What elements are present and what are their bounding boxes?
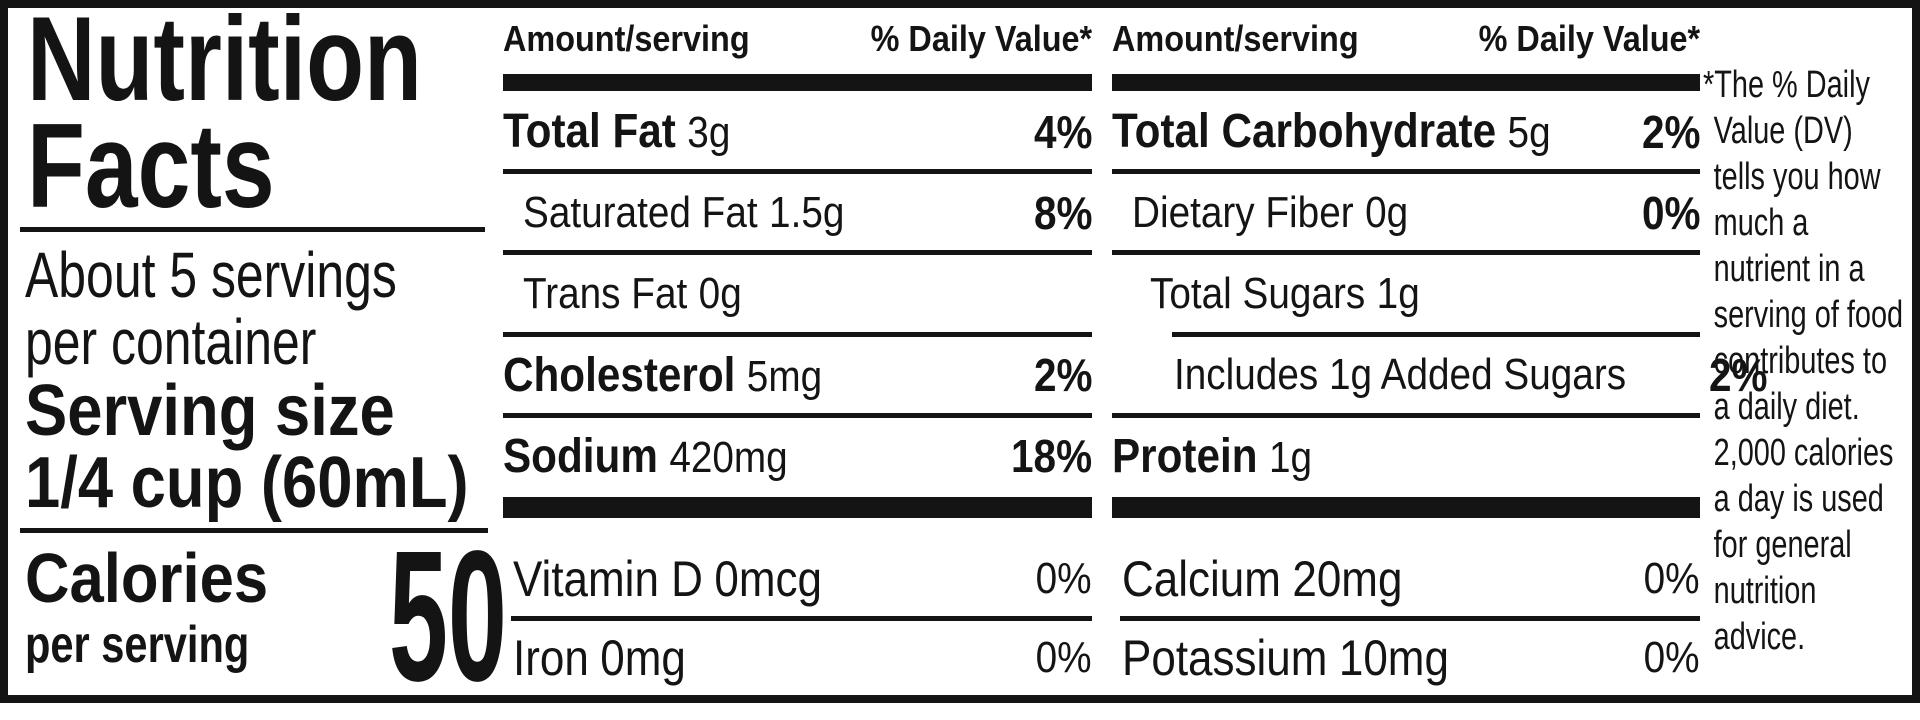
row-dietary-fiber: Dietary Fiber 0g 0%	[1112, 172, 1700, 256]
nutrient-column-2: Amount/serving % Daily Value* Total Carb…	[1112, 0, 1767, 703]
serving-size-divider	[20, 528, 488, 533]
column-1-header-dv: % Daily Value*	[870, 18, 1092, 59]
nutrient-dv: 0%	[1644, 554, 1700, 604]
row-added-sugars: Includes 1g Added Sugars 2%	[1112, 335, 1767, 419]
nutrient-dv: 0%	[1644, 632, 1700, 682]
nutrient-amount: 0mcg	[714, 551, 822, 608]
nutrient-dv: 18%	[1010, 430, 1092, 483]
column-2-micronutrients: Calcium 20mg 0% Potassium 10mg 0%	[1112, 518, 1700, 697]
nutrient-name: Potassium	[1122, 629, 1328, 686]
nutrient-amount: 1g	[1268, 432, 1313, 482]
nutrient-dv: 0%	[1641, 186, 1700, 239]
label-title-line1: Nutrition	[27, 0, 422, 126]
nutrient-amount: 3g	[687, 108, 731, 158]
nutrient-column-1: Amount/serving % Daily Value* Total Fat 3…	[503, 0, 1092, 703]
nutrient-amount: 0g	[1365, 187, 1409, 237]
label-title: Nutrition Facts	[27, 0, 422, 233]
calories-value-wrap: 50	[300, 524, 507, 710]
column-2-header-amount: Amount/serving	[1112, 18, 1359, 59]
calories-sublabel-wrap: per serving	[25, 616, 305, 674]
nutrient-name: Iron	[513, 629, 589, 686]
row-sodium: Sodium 420mg 18%	[503, 416, 1092, 497]
servings-per-container: About 5 servings per container	[25, 242, 397, 376]
calories-value: 50	[388, 513, 507, 720]
row-total-sugars: Total Sugars 1g	[1112, 253, 1700, 337]
nutrient-name: Includes 1g Added Sugars	[1174, 350, 1627, 400]
servings-line2: per container	[25, 306, 317, 378]
serving-size-value-wrap: 1/4 cup (60mL)	[25, 443, 529, 523]
nutrient-dv: 0%	[1036, 632, 1092, 682]
nutrient-amount: 1g	[1376, 269, 1420, 318]
nutrient-dv: 2%	[1708, 349, 1768, 402]
daily-value-footnote: *The % Daily Value (DV) tells you how mu…	[1703, 64, 1904, 658]
calories-label: Calories	[25, 539, 269, 617]
column-1-rows: Total Fat 3g 4% Saturated Fat 1.5g 8% Tran…	[503, 91, 1092, 497]
nutrient-name: Vitamin D	[513, 551, 703, 608]
nutrient-amount: 1.5g	[769, 187, 845, 237]
nutrient-name: Dietary Fiber	[1132, 187, 1354, 237]
nutrient-amount: 10mg	[1338, 629, 1449, 686]
column-1-top-bar	[503, 74, 1092, 91]
nutrient-amount: 20mg	[1292, 551, 1403, 608]
column-2-bottom-bar	[1112, 497, 1700, 518]
serving-size-value: 1/4 cup (60mL)	[25, 443, 469, 523]
column-2-header-dv: % Daily Value*	[1478, 18, 1700, 59]
nutrient-name: Calcium	[1122, 551, 1281, 608]
nutrient-amount: 5mg	[746, 351, 823, 401]
nutrient-amount: 5g	[1507, 108, 1551, 158]
nutrient-name: Total Fat	[503, 105, 676, 159]
nutrient-dv: 4%	[1033, 105, 1092, 158]
servings-line1: About 5 servings	[25, 239, 397, 311]
row-trans-fat: Trans Fat 0g	[503, 253, 1092, 337]
title-divider	[20, 227, 485, 232]
nutrient-amount: 0g	[698, 269, 742, 318]
column-1-header-amount: Amount/serving	[503, 18, 750, 59]
row-total-fat: Total Fat 3g 4%	[503, 91, 1092, 175]
column-1-header: Amount/serving % Daily Value*	[503, 16, 1092, 62]
nutrient-dv: 0%	[1036, 554, 1092, 604]
nutrient-dv: 2%	[1641, 105, 1700, 158]
row-potassium: Potassium 10mg 0%	[1112, 619, 1700, 698]
nutrient-dv: 8%	[1033, 186, 1092, 239]
column-1-bottom-bar	[503, 497, 1092, 518]
column-2-top-bar	[1112, 74, 1700, 91]
nutrient-name: Saturated Fat	[523, 187, 758, 237]
row-calcium: Calcium 20mg 0%	[1112, 518, 1700, 620]
nutrient-name: Sodium	[503, 429, 658, 483]
nutrient-amount: 0mg	[600, 629, 686, 686]
row-vitamin-d: Vitamin D 0mcg 0%	[503, 518, 1092, 620]
nutrient-name: Protein	[1112, 429, 1258, 483]
nutrient-name: Total Sugars	[1150, 269, 1366, 318]
calories-label-wrap: Calories	[25, 539, 301, 617]
serving-size-label-wrap: Serving size	[25, 371, 445, 451]
serving-size-label: Serving size	[25, 371, 395, 451]
nutrient-dv: 2%	[1033, 349, 1092, 402]
nutrient-name: Total Carbohydrate	[1112, 105, 1497, 159]
row-cholesterol: Cholesterol 5mg 2%	[503, 335, 1092, 419]
calories-sublabel: per serving	[25, 616, 250, 674]
column-1-micronutrients: Vitamin D 0mcg 0% Iron 0mg 0%	[503, 518, 1092, 697]
label-title-line2: Facts	[27, 99, 275, 233]
row-iron: Iron 0mg 0%	[503, 619, 1092, 698]
row-saturated-fat: Saturated Fat 1.5g 8%	[503, 172, 1092, 256]
row-total-carbohydrate: Total Carbohydrate 5g 2%	[1112, 91, 1700, 175]
column-2-header: Amount/serving % Daily Value*	[1112, 16, 1700, 62]
nutrient-name: Cholesterol	[503, 348, 736, 402]
column-2-rows: Total Carbohydrate 5g 2% Dietary Fiber 0g …	[1112, 91, 1767, 497]
nutrient-amount: 420mg	[669, 432, 788, 482]
nutrient-name: Trans Fat	[523, 269, 688, 318]
row-protein: Protein 1g	[1112, 416, 1700, 497]
